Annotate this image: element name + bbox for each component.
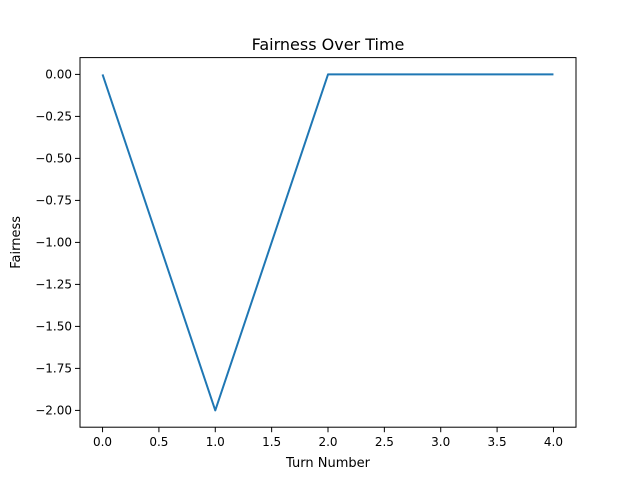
- series-group: [101, 73, 554, 412]
- y-tick-label: 0.00: [45, 67, 72, 81]
- x-tick-label: 4.0: [544, 435, 563, 449]
- y-tick-label: −1.50: [35, 319, 72, 333]
- x-tick-label: 3.0: [431, 435, 450, 449]
- y-tick-label: −1.00: [35, 235, 72, 249]
- x-tick-label: 0.5: [149, 435, 168, 449]
- x-tick-label: 1.0: [206, 435, 225, 449]
- y-axis-label: Fairness: [9, 216, 24, 269]
- x-tick-label: 3.5: [488, 435, 507, 449]
- y-axis: 0.00 −0.25 −0.50 −0.75 −1.00 −1.25 −1.50 −1.75 −…: [35, 67, 80, 417]
- x-axis-label: Turn Number: [285, 456, 371, 471]
- y-tick-label: −0.75: [35, 193, 72, 207]
- y-tick-label: −0.25: [35, 109, 72, 123]
- y-tick-label: −1.25: [35, 277, 72, 291]
- y-tick-label: −1.75: [35, 361, 72, 375]
- x-tick-label: 2.0: [318, 435, 337, 449]
- x-tick-label: 1.5: [262, 435, 281, 449]
- y-tick-label: −0.50: [35, 151, 72, 165]
- x-tick-label: 2.5: [375, 435, 394, 449]
- series-line-0: [101, 73, 554, 412]
- x-tick-label: 0.0: [93, 435, 112, 449]
- plot-area: [79, 57, 577, 428]
- y-tick-label: −2.00: [35, 403, 72, 417]
- chart-title: Fairness Over Time: [252, 35, 405, 54]
- x-axis: 0.0 0.5 1.0 1.5 2.0 2.5 3.0 3.5 4.0: [93, 427, 563, 449]
